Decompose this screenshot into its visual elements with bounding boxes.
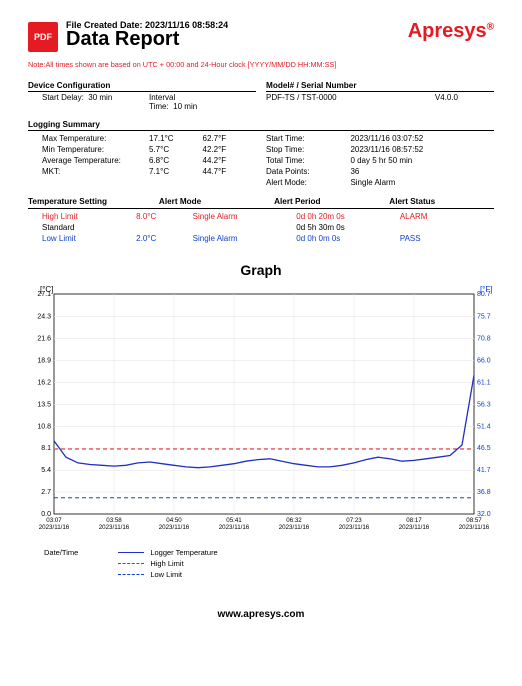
svg-text:46.5: 46.5 xyxy=(477,445,491,452)
temp-row: High Limit8.0°CSingle Alarm0d 0h 20m 0sA… xyxy=(28,211,494,222)
col-alert-mode: Alert Mode xyxy=(159,197,274,206)
svg-text:10.8: 10.8 xyxy=(37,423,51,430)
svg-text:16.2: 16.2 xyxy=(37,379,51,386)
header: PDF File Created Date: 2023/11/16 08:58:… xyxy=(28,20,494,52)
svg-text:2023/11/16: 2023/11/16 xyxy=(159,524,190,531)
svg-text:2023/11/16: 2023/11/16 xyxy=(339,524,370,531)
mkt-label: MKT: xyxy=(42,167,149,176)
svg-text:04:50: 04:50 xyxy=(166,517,182,524)
svg-text:07:23: 07:23 xyxy=(346,517,362,524)
total-time-label: Total Time: xyxy=(266,156,350,165)
svg-text:24.3: 24.3 xyxy=(37,314,51,321)
svg-text:51.4: 51.4 xyxy=(477,423,491,430)
svg-text:66.0: 66.0 xyxy=(477,358,491,365)
svg-text:05:41: 05:41 xyxy=(226,517,242,524)
legend-date-time: Date/Time xyxy=(44,548,78,557)
legend-line-low xyxy=(118,574,144,575)
avg-temp-label: Average Temperature: xyxy=(42,156,149,165)
legend: Date/Time Logger Temperature High Limit … xyxy=(44,548,494,579)
section-device-config: Device Configuration xyxy=(28,81,256,92)
temp-row: Standard0d 5h 30m 0s xyxy=(28,222,494,233)
page-title: Data Report xyxy=(66,28,408,51)
svg-text:18.9: 18.9 xyxy=(37,358,51,365)
graph-title: Graph xyxy=(28,262,494,278)
chart: 0.02.75.48.110.813.516.218.921.624.327.1… xyxy=(28,282,494,542)
min-temp-label: Min Temperature: xyxy=(42,145,149,154)
svg-text:[°C]: [°C] xyxy=(40,285,53,294)
svg-text:2.7: 2.7 xyxy=(41,489,51,496)
temp-settings-table: High Limit8.0°CSingle Alarm0d 0h 20m 0sA… xyxy=(28,211,494,244)
section-logging: Logging Summary xyxy=(28,120,494,131)
data-points-label: Data Points: xyxy=(266,167,350,176)
svg-text:08:57: 08:57 xyxy=(466,517,482,524)
model-value: PDF-TS / TST-0000 xyxy=(266,93,350,102)
svg-text:2023/11/16: 2023/11/16 xyxy=(399,524,430,531)
stop-time-label: Stop Time: xyxy=(266,145,350,154)
svg-text:36.8: 36.8 xyxy=(477,489,491,496)
svg-text:2023/11/16: 2023/11/16 xyxy=(39,524,70,531)
brand-logo: Apresys® xyxy=(408,20,494,43)
svg-text:5.4: 5.4 xyxy=(41,467,51,474)
svg-text:2023/11/16: 2023/11/16 xyxy=(219,524,250,531)
section-temp-setting: Temperature Setting xyxy=(28,197,159,206)
start-delay-label: Start Delay: 30 min xyxy=(42,93,149,111)
svg-text:21.6: 21.6 xyxy=(37,336,51,343)
svg-text:08:17: 08:17 xyxy=(406,517,422,524)
svg-text:2023/11/16: 2023/11/16 xyxy=(279,524,310,531)
version-value: V4.0.0 xyxy=(435,93,494,102)
svg-text:2023/11/16: 2023/11/16 xyxy=(459,524,490,531)
start-time-label: Start Time: xyxy=(266,134,350,143)
alert-mode-label: Alert Mode: xyxy=(266,178,350,187)
svg-text:8.1: 8.1 xyxy=(41,445,51,452)
interval-label: Interval Time: 10 min xyxy=(149,93,203,111)
legend-line-logger xyxy=(118,552,144,553)
svg-text:06:32: 06:32 xyxy=(286,517,302,524)
temp-row: Low Limit2.0°CSingle Alarm0d 0h 0m 0sPAS… xyxy=(28,233,494,244)
svg-text:03:58: 03:58 xyxy=(106,517,122,524)
legend-line-high xyxy=(118,563,144,564)
svg-text:70.8: 70.8 xyxy=(477,336,491,343)
pdf-icon: PDF xyxy=(28,22,58,52)
footer-url: www.apresys.com xyxy=(28,609,494,620)
svg-text:2023/11/16: 2023/11/16 xyxy=(99,524,130,531)
svg-text:61.1: 61.1 xyxy=(477,379,491,386)
max-temp-label: Max Temperature: xyxy=(42,134,149,143)
svg-text:03:07: 03:07 xyxy=(46,517,62,524)
col-alert-status: Alert Status xyxy=(389,197,494,206)
svg-text:13.5: 13.5 xyxy=(37,401,51,408)
svg-text:56.3: 56.3 xyxy=(477,401,491,408)
svg-text:[°F]: [°F] xyxy=(480,285,493,294)
timezone-note: Note:All times shown are based on UTC + … xyxy=(28,60,494,69)
col-alert-period: Alert Period xyxy=(274,197,389,206)
section-model: Model# / Serial Number xyxy=(266,81,494,92)
svg-text:75.7: 75.7 xyxy=(477,314,491,321)
svg-text:41.7: 41.7 xyxy=(477,467,491,474)
